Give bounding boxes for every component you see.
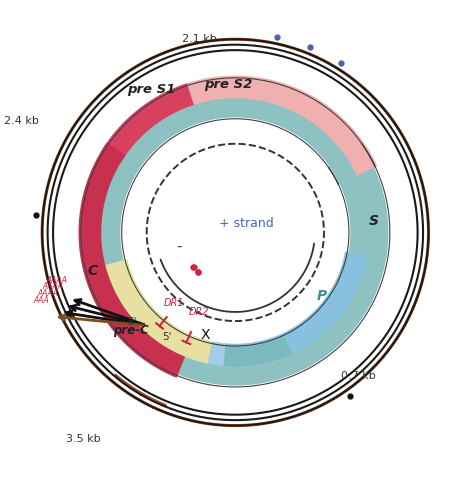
Polygon shape: [102, 83, 194, 161]
Polygon shape: [176, 75, 376, 176]
Text: X: X: [200, 327, 210, 341]
Polygon shape: [78, 142, 185, 378]
Text: DR2: DR2: [188, 307, 209, 317]
Text: pre S2: pre S2: [204, 78, 252, 91]
Polygon shape: [105, 259, 212, 364]
Polygon shape: [185, 336, 225, 366]
Text: 5': 5': [162, 332, 172, 342]
Text: 3.5 kb: 3.5 kb: [66, 434, 100, 444]
Text: P: P: [316, 289, 326, 303]
Text: AAAA: AAAA: [42, 283, 63, 291]
Text: AAAA: AAAA: [47, 276, 68, 284]
Text: C: C: [87, 264, 97, 278]
Text: AAA: AAA: [33, 296, 49, 305]
Text: 0.7 kb: 0.7 kb: [340, 370, 375, 381]
Text: 2.4 kb: 2.4 kb: [4, 116, 39, 126]
Text: S: S: [368, 214, 378, 228]
Polygon shape: [207, 252, 367, 367]
Polygon shape: [82, 79, 388, 385]
Text: 5': 5': [127, 317, 137, 327]
Text: 2.1 kb: 2.1 kb: [181, 34, 216, 44]
Text: pre S1: pre S1: [127, 83, 175, 96]
Text: pre-C: pre-C: [113, 324, 148, 337]
Text: + strand: + strand: [219, 217, 274, 230]
Text: DR1: DR1: [163, 298, 184, 308]
Polygon shape: [223, 337, 291, 367]
Text: AAAA: AAAA: [38, 289, 58, 298]
Text: -: -: [175, 239, 181, 254]
